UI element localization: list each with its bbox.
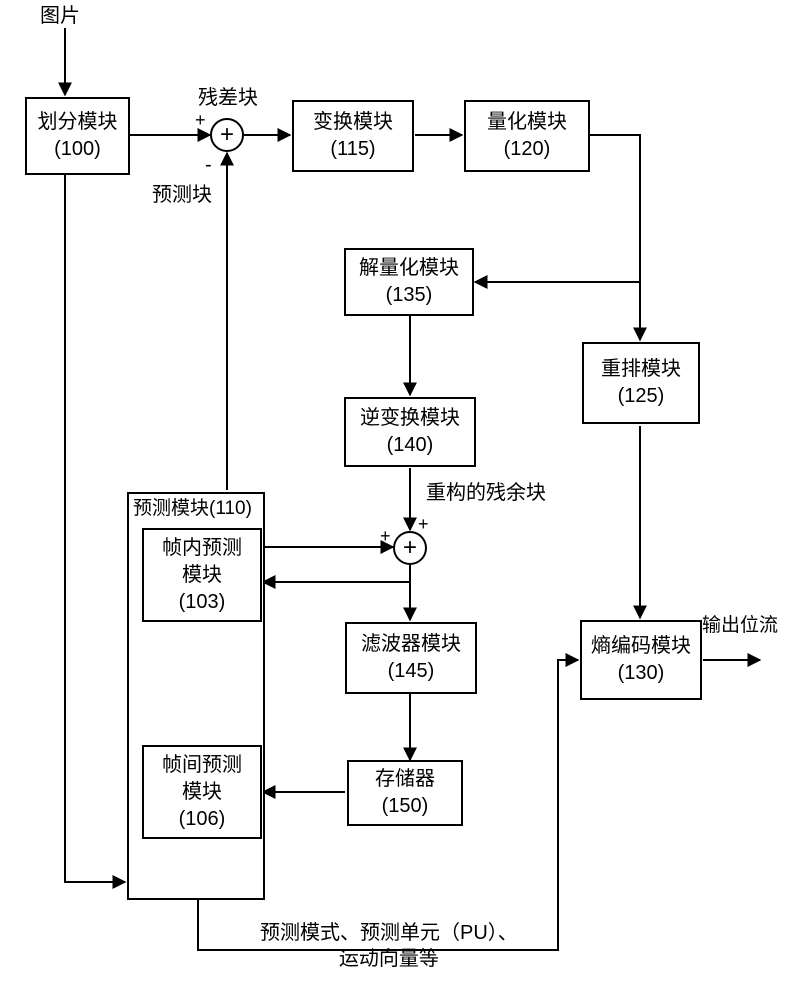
transform-module-id: (115) [330,136,375,163]
memory-module-box: 存储器 (150) [347,760,463,826]
filter-module-id: (145) [388,658,435,685]
adder-plus-icon: + [220,121,234,149]
prediction-module-title: 预测模块(110) [133,497,252,522]
output-bitstream-label: 输出位流 [702,614,778,639]
dequant-module-id: (135) [386,282,433,309]
inv-transform-module-title: 逆变换模块 [360,405,460,432]
quant-module-box: 量化模块 (120) [464,100,590,172]
residual-block-label: 残差块 [198,85,258,111]
adder2-plus-icon: + [403,534,417,562]
quant-module-id: (120) [504,136,551,163]
rearrange-module-box: 重排模块 (125) [582,342,700,424]
dequant-module-title: 解量化模块 [359,255,459,282]
inter-line1: 帧间预测 [162,752,242,779]
rearrange-module-id: (125) [618,383,665,410]
transform-module-box: 变换模块 (115) [292,100,414,172]
inter-prediction-box: 帧间预测 模块 (106) [142,745,262,839]
adder2-plus-top: + [418,513,429,536]
transform-module-title: 变换模块 [313,109,393,136]
filter-module-title: 滤波器模块 [361,631,461,658]
partition-module-box: 划分模块 (100) [25,97,130,175]
input-label: 图片 [40,3,80,29]
partition-module-title: 划分模块 [38,109,118,136]
memory-module-id: (150) [382,793,429,820]
adder1-plus-sign: + [195,109,206,132]
footer-label: 预测模式、预测单元（PU）、 运动向量等 [260,920,518,972]
entropy-module-box: 熵编码模块 (130) [580,620,702,700]
memory-module-title: 存储器 [375,766,435,793]
entropy-module-title: 熵编码模块 [591,633,691,660]
reconstructed-residual-label: 重构的残余块 [426,480,546,506]
inv-transform-module-box: 逆变换模块 (140) [344,397,476,467]
inter-line3: (106) [179,806,226,833]
intra-line3: (103) [179,589,226,616]
intra-line2: 模块 [182,562,222,589]
partition-module-id: (100) [54,136,101,163]
quant-module-title: 量化模块 [487,109,567,136]
intra-prediction-box: 帧内预测 模块 (103) [142,528,262,622]
adder1-minus-sign: - [205,152,212,178]
adder-residual: + [210,118,244,152]
adder2-plus-left: + [380,525,391,548]
dequant-module-box: 解量化模块 (135) [344,248,474,316]
inv-transform-module-id: (140) [387,432,434,459]
inter-line2: 模块 [182,779,222,806]
predict-block-label: 预测块 [152,182,212,208]
rearrange-module-title: 重排模块 [601,356,681,383]
filter-module-box: 滤波器模块 (145) [345,622,477,694]
intra-line1: 帧内预测 [162,535,242,562]
entropy-module-id: (130) [618,660,665,687]
